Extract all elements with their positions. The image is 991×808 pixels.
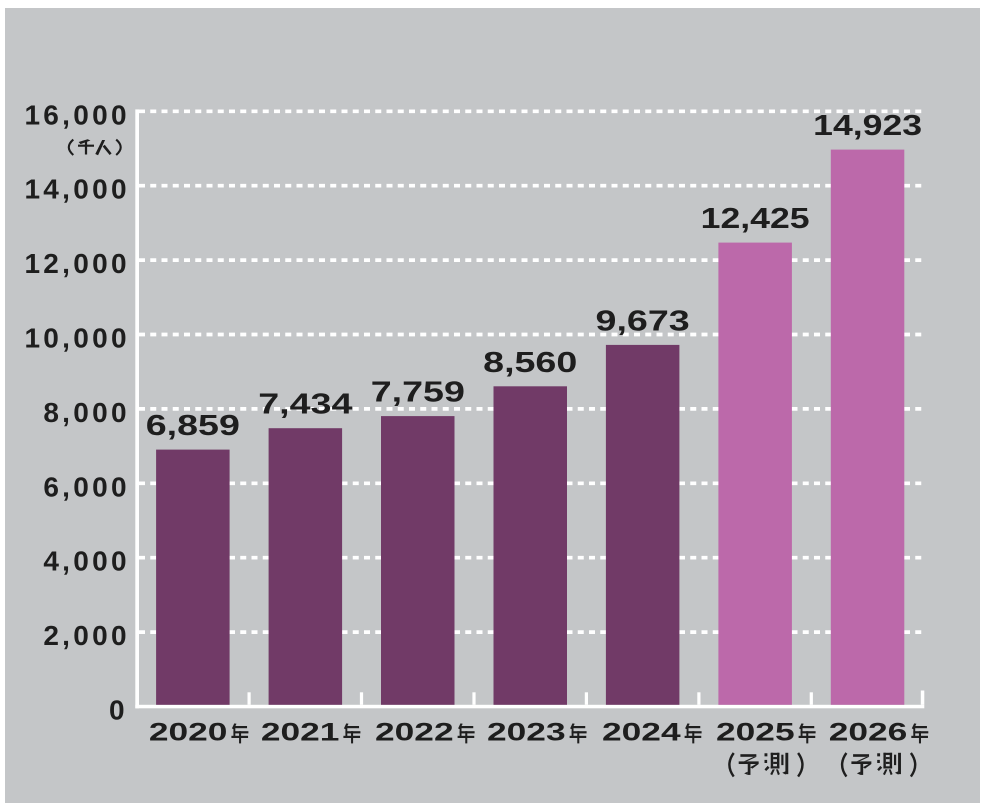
svg-text:2021: 2021 <box>261 718 340 746</box>
svg-text:14,000: 14,000 <box>24 174 129 205</box>
svg-text:7,434: 7,434 <box>258 389 353 421</box>
svg-text:6,859: 6,859 <box>146 410 240 442</box>
svg-text:16,000: 16,000 <box>24 99 129 130</box>
svg-text:9,673: 9,673 <box>596 306 690 338</box>
svg-text:10,000: 10,000 <box>24 323 129 354</box>
svg-text:0: 0 <box>109 695 128 726</box>
svg-text:8,000: 8,000 <box>43 397 130 428</box>
svg-text:2020: 2020 <box>149 718 228 746</box>
svg-text:12,000: 12,000 <box>24 248 129 279</box>
svg-text:2024: 2024 <box>602 718 681 746</box>
svg-text:7,759: 7,759 <box>371 377 465 409</box>
svg-text:6,000: 6,000 <box>43 471 130 502</box>
svg-text:4,000: 4,000 <box>43 546 130 577</box>
svg-text:8,560: 8,560 <box>483 347 577 379</box>
svg-text:2026: 2026 <box>829 718 908 746</box>
svg-text:14,923: 14,923 <box>813 109 922 141</box>
svg-text:2025: 2025 <box>716 718 795 746</box>
svg-text:12,425: 12,425 <box>701 202 810 234</box>
svg-text:2,000: 2,000 <box>43 620 130 651</box>
svg-text:2023: 2023 <box>487 718 566 746</box>
svg-text:2022: 2022 <box>375 718 454 746</box>
